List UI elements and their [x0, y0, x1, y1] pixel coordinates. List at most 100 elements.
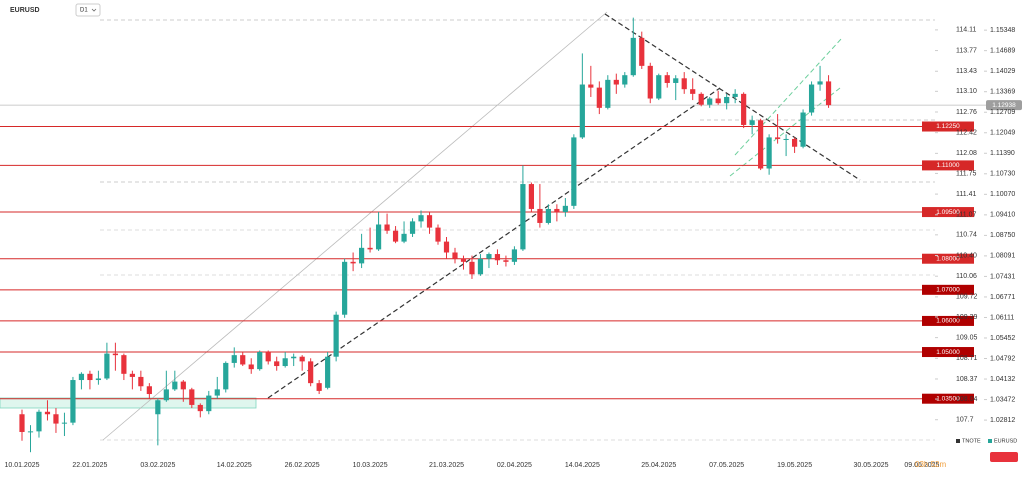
candle-body [656, 75, 662, 99]
candle-body [53, 414, 59, 424]
candle-body [537, 208, 543, 223]
y-tick-label: 1.15348 [990, 27, 1015, 34]
level-label: 1.12250 [936, 123, 960, 130]
y-tick-label: 1.11390 [990, 150, 1015, 157]
x-tick-label: 19.05.2025 [777, 462, 812, 469]
x-tick-label: 30.05.2025 [853, 462, 888, 469]
candle-body [95, 378, 102, 381]
candle-body [248, 364, 254, 370]
candle-body [265, 352, 271, 362]
y2-tick-label: 112.76 [956, 109, 977, 116]
y2-tick-label: 111.07 [956, 212, 976, 219]
candle-body [520, 184, 526, 250]
candle-body [630, 37, 636, 76]
y-tick-label: 1.10070 [990, 191, 1015, 198]
candle-body [409, 221, 416, 234]
last-price-box [986, 100, 1022, 111]
candle-body [308, 361, 314, 384]
candle-body [367, 247, 373, 250]
candle-body [61, 422, 68, 424]
trend-line [267, 87, 721, 399]
candle-body [494, 254, 501, 261]
y-tick-label: 1.14689 [990, 47, 1015, 54]
x-tick-label: 10.01.2025 [4, 462, 39, 469]
y-tick-label: 1.06111 [990, 314, 1014, 321]
candle-body [223, 362, 229, 390]
y-tick-label: 1.09410 [990, 212, 1015, 219]
level-label: 1.07000 [936, 287, 960, 294]
level-label-box [922, 160, 974, 171]
candle-body [418, 215, 424, 222]
candle-body [342, 261, 348, 315]
x-tick-label: 02.04.2025 [497, 462, 532, 469]
level-label: 1.08000 [936, 255, 960, 262]
candle-body [766, 137, 772, 169]
candle-body [469, 261, 475, 275]
candle-body [359, 247, 365, 264]
candle-body [749, 120, 755, 125]
candle-body [783, 138, 789, 140]
candle-body [70, 380, 76, 423]
y2-tick-label: 110.06 [956, 273, 977, 280]
candle-body [325, 356, 331, 388]
candle-body [172, 381, 178, 390]
trend-line [102, 11, 608, 441]
y2-tick-label: 109.39 [956, 314, 978, 321]
y-tick-label: 1.08091 [990, 253, 1015, 260]
support-zone [0, 397, 257, 409]
y-tick-label: 1.06771 [990, 294, 1015, 301]
y2-tick-label: 112.42 [956, 130, 977, 137]
candle-body [129, 373, 135, 377]
candle-body [808, 84, 815, 113]
level-label-box [922, 393, 974, 404]
legend-label: EURUSD [994, 438, 1017, 444]
candle-body [664, 75, 670, 83]
x-tick-label: 14.04.2025 [565, 462, 600, 469]
candle-body [240, 355, 246, 365]
legend-label: TNOTE [962, 438, 981, 444]
x-tick-label: 09.06.2025 [904, 462, 939, 469]
legend-swatch [988, 439, 992, 443]
y2-tick-label: 110.40 [956, 252, 977, 259]
candle-body [87, 373, 93, 381]
y2-tick-label: 114.11 [956, 27, 976, 34]
level-label-box [922, 207, 974, 218]
y2-tick-label: 108.37 [956, 376, 978, 383]
level-label-box [922, 253, 974, 264]
symbol-title: EURUSD [10, 7, 40, 14]
y-tick-label: 1.05452 [990, 335, 1015, 342]
candle-body [121, 355, 127, 374]
candle-body [316, 383, 322, 391]
candle-body [724, 96, 730, 104]
last-price-label: 1.12938 [992, 102, 1016, 109]
y-tick-label: 1.12049 [990, 130, 1015, 137]
y-tick-label: 1.13369 [990, 89, 1015, 96]
legend-box [990, 452, 1018, 462]
candle-body [443, 241, 450, 253]
candle-body [596, 87, 602, 108]
candle-body [214, 389, 220, 396]
candle-body [511, 249, 518, 262]
candle-body [698, 93, 704, 105]
candles [19, 17, 832, 453]
level-label-box [922, 284, 974, 295]
y2-tick-label: 109.72 [956, 294, 978, 301]
y-tick-label: 1.03472 [990, 396, 1015, 403]
dropdown-arrow [91, 8, 97, 12]
candle-body [588, 84, 594, 88]
legend-swatch [956, 439, 960, 443]
x-tick-label: 22.01.2025 [72, 462, 107, 469]
candle-body [146, 386, 152, 395]
y2-tick-label: 111.41 [956, 191, 976, 198]
candle-body [180, 381, 186, 390]
x-tick-label: 10.03.2025 [353, 462, 388, 469]
timeframe-dropdown[interactable] [75, 3, 101, 17]
level-label: 1.11000 [936, 162, 959, 169]
candle-body [19, 414, 25, 432]
candle-body [274, 361, 280, 367]
candle-body [282, 358, 288, 367]
level-label-box [922, 315, 974, 326]
candle-body [163, 389, 169, 401]
candle-body [206, 395, 212, 412]
candle-body [690, 89, 696, 94]
